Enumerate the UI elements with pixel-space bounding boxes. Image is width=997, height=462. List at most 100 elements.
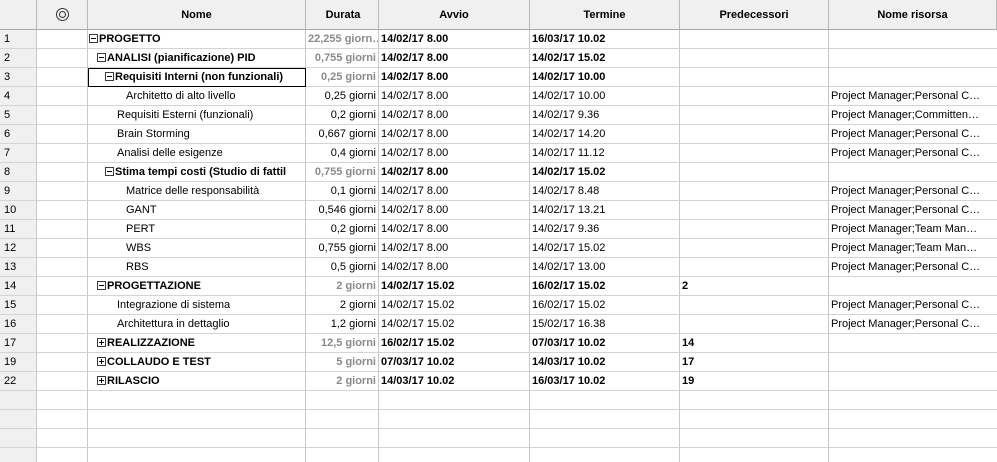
predecessors-cell[interactable] (680, 315, 829, 334)
predecessors-cell[interactable] (680, 125, 829, 144)
resources-cell[interactable]: Project Manager;Personal C… (829, 144, 997, 163)
task-name-cell[interactable]: ANALISI (pianificazione) PID (88, 49, 306, 68)
task-name-cell[interactable]: PERT (88, 220, 306, 239)
predecessors-cell[interactable] (680, 220, 829, 239)
row-number[interactable]: 1 (0, 30, 37, 49)
finish-cell[interactable]: 16/02/17 15.02 (530, 296, 680, 315)
empty-cell[interactable] (379, 448, 530, 462)
resources-cell[interactable]: Project Manager;Personal C… (829, 201, 997, 220)
start-cell[interactable]: 14/02/17 8.00 (379, 239, 530, 258)
empty-cell[interactable] (37, 391, 88, 410)
row-number[interactable]: 15 (0, 296, 37, 315)
indicator-cell[interactable] (37, 239, 88, 258)
task-row[interactable]: 8 Stima tempi costi (Studio di fattil 0,… (0, 163, 997, 182)
task-row[interactable]: 16 Architettura in dettaglio 1,2 giorni … (0, 315, 997, 334)
name-column-header[interactable]: Nome (88, 0, 306, 30)
predecessors-cell[interactable] (680, 182, 829, 201)
finish-cell[interactable]: 14/02/17 9.36 (530, 220, 680, 239)
finish-cell[interactable]: 15/02/17 16.38 (530, 315, 680, 334)
task-row[interactable]: 14 PROGETTAZIONE 2 giorni 14/02/17 15.02… (0, 277, 997, 296)
indicator-cell[interactable] (37, 220, 88, 239)
expand-toggle-icon[interactable] (97, 356, 106, 366)
indicator-cell[interactable] (37, 125, 88, 144)
indicator-cell[interactable] (37, 296, 88, 315)
task-name-cell[interactable]: WBS (88, 239, 306, 258)
resources-cell[interactable]: Project Manager;Personal C… (829, 87, 997, 106)
expand-toggle-icon[interactable] (97, 375, 106, 385)
indicator-cell[interactable] (37, 277, 88, 296)
task-row[interactable]: 5 Requisiti Esterni (funzionali) 0,2 gio… (0, 106, 997, 125)
start-cell[interactable]: 14/02/17 8.00 (379, 106, 530, 125)
empty-cell[interactable] (530, 429, 680, 448)
predecessors-cell[interactable] (680, 87, 829, 106)
predecessors-cell[interactable] (680, 239, 829, 258)
finish-cell[interactable]: 14/02/17 15.02 (530, 239, 680, 258)
row-number[interactable]: 10 (0, 201, 37, 220)
duration-cell[interactable]: 0,5 giorni (306, 258, 379, 277)
finish-cell[interactable]: 14/02/17 15.02 (530, 49, 680, 68)
indicator-cell[interactable] (37, 30, 88, 49)
empty-cell[interactable] (88, 429, 306, 448)
start-cell[interactable]: 14/02/17 8.00 (379, 125, 530, 144)
resources-cell[interactable] (829, 30, 997, 49)
indicator-cell[interactable] (37, 68, 88, 87)
indicator-cell[interactable] (37, 87, 88, 106)
predecessors-cell[interactable] (680, 296, 829, 315)
finish-cell[interactable]: 14/02/17 9.36 (530, 106, 680, 125)
start-cell[interactable]: 14/02/17 8.00 (379, 30, 530, 49)
start-cell[interactable]: 14/03/17 10.02 (379, 372, 530, 391)
finish-cell[interactable]: 14/02/17 10.00 (530, 87, 680, 106)
duration-cell[interactable]: 0,546 giorni (306, 201, 379, 220)
duration-column-header[interactable]: Durata (306, 0, 379, 30)
finish-cell[interactable]: 14/02/17 13.21 (530, 201, 680, 220)
task-name-cell[interactable]: GANT (88, 201, 306, 220)
empty-cell[interactable] (88, 448, 306, 462)
finish-cell[interactable]: 14/02/17 14.20 (530, 125, 680, 144)
indicator-cell[interactable] (37, 334, 88, 353)
collapse-toggle-icon[interactable] (97, 52, 106, 62)
indicator-cell[interactable] (37, 258, 88, 277)
finish-cell[interactable]: 14/02/17 8.48 (530, 182, 680, 201)
row-number[interactable] (0, 429, 37, 448)
empty-cell[interactable] (829, 410, 997, 429)
empty-row[interactable] (0, 391, 997, 410)
task-name-cell[interactable]: COLLAUDO E TEST (88, 353, 306, 372)
duration-cell[interactable]: 22,255 giorn… (306, 30, 379, 49)
indicator-cell[interactable] (37, 372, 88, 391)
task-name-cell[interactable]: REALIZZAZIONE (88, 334, 306, 353)
task-row[interactable]: 19 COLLAUDO E TEST 5 giorni 07/03/17 10.… (0, 353, 997, 372)
start-cell[interactable]: 14/02/17 15.02 (379, 315, 530, 334)
task-row[interactable]: 1 PROGETTO 22,255 giorn… 14/02/17 8.00 1… (0, 30, 997, 49)
row-number[interactable]: 14 (0, 277, 37, 296)
task-row[interactable]: 17 REALIZZAZIONE 12,5 giorni 16/02/17 15… (0, 334, 997, 353)
task-row[interactable]: 6 Brain Storming 0,667 giorni 14/02/17 8… (0, 125, 997, 144)
predecessors-cell[interactable] (680, 68, 829, 87)
predecessors-cell[interactable] (680, 106, 829, 125)
task-name-cell[interactable]: Architettura in dettaglio (88, 315, 306, 334)
empty-cell[interactable] (680, 391, 829, 410)
empty-cell[interactable] (680, 410, 829, 429)
predecessors-cell[interactable]: 19 (680, 372, 829, 391)
finish-cell[interactable]: 07/03/17 10.02 (530, 334, 680, 353)
empty-cell[interactable] (37, 429, 88, 448)
empty-cell[interactable] (680, 448, 829, 462)
empty-cell[interactable] (530, 448, 680, 462)
predecessors-cell[interactable] (680, 30, 829, 49)
empty-cell[interactable] (306, 448, 379, 462)
row-number[interactable]: 13 (0, 258, 37, 277)
duration-cell[interactable]: 0,4 giorni (306, 144, 379, 163)
task-row[interactable]: 10 GANT 0,546 giorni 14/02/17 8.00 14/02… (0, 201, 997, 220)
finish-cell[interactable]: 16/03/17 10.02 (530, 30, 680, 49)
empty-cell[interactable] (379, 429, 530, 448)
task-row[interactable]: 11 PERT 0,2 giorni 14/02/17 8.00 14/02/1… (0, 220, 997, 239)
indicator-cell[interactable] (37, 106, 88, 125)
collapse-toggle-icon[interactable] (89, 33, 98, 43)
empty-cell[interactable] (306, 410, 379, 429)
finish-cell[interactable]: 14/02/17 11.12 (530, 144, 680, 163)
empty-cell[interactable] (306, 429, 379, 448)
resources-cell[interactable]: Project Manager;Personal C… (829, 258, 997, 277)
indicator-cell[interactable] (37, 353, 88, 372)
select-all-corner[interactable] (0, 0, 37, 30)
duration-cell[interactable]: 2 giorni (306, 277, 379, 296)
duration-cell[interactable]: 0,2 giorni (306, 106, 379, 125)
